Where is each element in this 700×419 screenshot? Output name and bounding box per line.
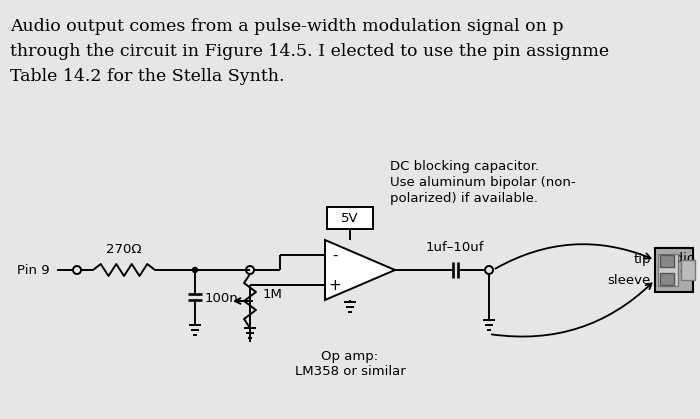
Text: Pin 9: Pin 9	[18, 264, 50, 277]
Text: Audio output comes from a pulse-width modulation signal on p: Audio output comes from a pulse-width mo…	[10, 18, 564, 35]
Circle shape	[193, 267, 197, 272]
Text: 100n: 100n	[205, 292, 239, 305]
Text: audio: audio	[658, 252, 695, 265]
Text: Use aluminum bipolar (non-: Use aluminum bipolar (non-	[390, 176, 575, 189]
Text: Op amp:
LM358 or similar: Op amp: LM358 or similar	[295, 350, 405, 378]
Text: 270Ω: 270Ω	[106, 243, 141, 256]
Text: through the circuit in Figure 14.5. I elected to use the pin assignme: through the circuit in Figure 14.5. I el…	[10, 43, 609, 60]
Text: Table 14.2 for the Stella Synth.: Table 14.2 for the Stella Synth.	[10, 68, 284, 85]
Bar	[660, 273, 674, 285]
Bar	[658, 254, 678, 286]
Text: DC blocking capacitor.: DC blocking capacitor.	[390, 160, 539, 173]
Bar	[327, 207, 373, 229]
Bar	[655, 248, 693, 292]
Text: jack: jack	[668, 265, 695, 278]
Text: -: -	[332, 248, 337, 262]
Polygon shape	[325, 240, 395, 300]
Text: tip: tip	[634, 253, 651, 266]
Text: +: +	[328, 277, 342, 292]
Text: polarized) if available.: polarized) if available.	[390, 192, 538, 205]
Text: sleeve: sleeve	[608, 274, 651, 287]
Text: 1M: 1M	[263, 287, 283, 300]
Text: 1uf–10uf: 1uf–10uf	[426, 241, 484, 254]
Bar	[681, 260, 695, 280]
Text: 5V: 5V	[341, 212, 359, 225]
Bar	[660, 255, 674, 267]
